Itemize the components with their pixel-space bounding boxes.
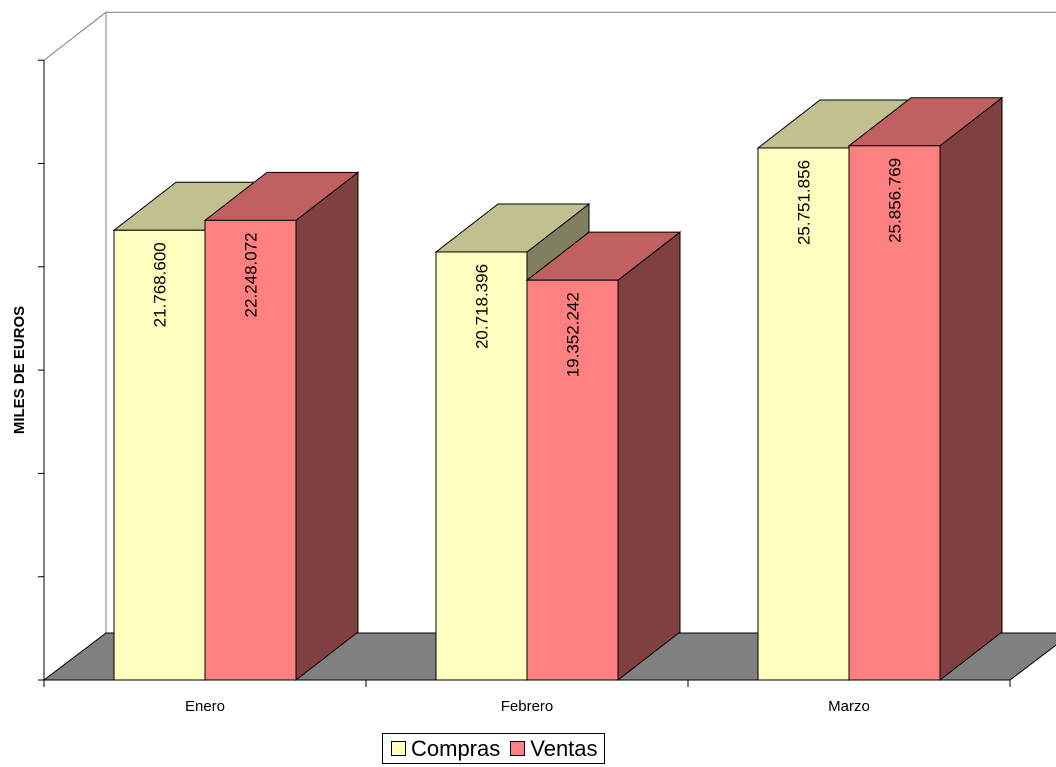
- bar-side-face: [939, 96, 1003, 682]
- category-label-marzo: Marzo: [828, 698, 870, 715]
- legend-label-compras: Compras: [411, 735, 501, 761]
- bar-side-face: [295, 171, 359, 682]
- value-label: 25.856.769: [886, 158, 905, 243]
- category-labels: Enero Febrero Marzo: [185, 698, 870, 715]
- legend: Compras Ventas: [382, 733, 605, 764]
- bar-front-face: [113, 229, 206, 681]
- side-wall-outline: [43, 11, 107, 680]
- category-label-febrero: Febrero: [501, 698, 554, 715]
- value-label: 22.248.072: [242, 232, 261, 317]
- bar-front-face: [204, 219, 297, 681]
- bar-side-face: [617, 231, 681, 682]
- value-label: 21.768.600: [151, 242, 170, 327]
- value-label: 20.718.396: [473, 264, 492, 349]
- category-label-enero: Enero: [185, 698, 225, 715]
- legend-item-compras: Compras: [391, 736, 500, 762]
- bars: [112, 96, 1004, 682]
- legend-label-ventas: Ventas: [530, 735, 598, 761]
- bar-front-face: [757, 147, 850, 681]
- legend-swatch-ventas: [510, 741, 526, 756]
- bar-front-face: [848, 145, 941, 681]
- legend-swatch-compras: [391, 741, 406, 756]
- value-label: 19.352.242: [564, 292, 583, 377]
- bar-ventas-febrero: [525, 231, 682, 682]
- bar-front-face: [435, 251, 528, 681]
- bar-ventas-enero: [203, 171, 360, 682]
- bar-ventas-marzo: [847, 96, 1004, 682]
- y-axis-title: MILES DE EUROS: [11, 306, 28, 434]
- bar-front-face: [526, 279, 619, 681]
- legend-item-ventas: Ventas: [510, 735, 598, 762]
- value-labels: 21.768.600 22.248.072 20.718.396 19.352.242…: [151, 158, 905, 377]
- value-label: 25.751.856: [795, 160, 814, 245]
